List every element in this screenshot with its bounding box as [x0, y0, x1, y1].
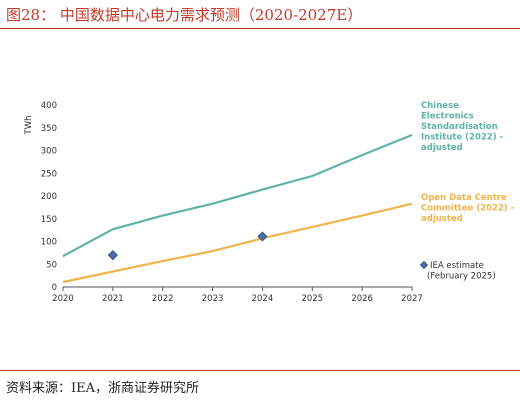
title-divider: [0, 28, 520, 29]
y-tick-label: 50: [46, 260, 57, 270]
series-label-2: Committee (2022) -: [421, 204, 515, 214]
x-tick-label: 2025: [301, 294, 323, 304]
iea-estimate-marker: [107, 250, 118, 261]
x-tick-label: 2026: [351, 294, 373, 304]
x-tick-label: 2024: [252, 294, 274, 304]
figure-title: 图28： 中国数据中心电力需求预测（2020-2027E）: [6, 6, 363, 24]
source-note: 资料来源：IEA，浙商证券研究所: [6, 381, 200, 396]
series-labels: ChineseElectronicsStandardisationInstitu…: [419, 101, 515, 282]
y-tick-label: 200: [41, 192, 57, 202]
x-tick-label: 2021: [102, 294, 124, 304]
y-tick-label: 400: [41, 101, 57, 111]
y-tick-label: 100: [41, 238, 57, 248]
series-label-1: Electronics: [421, 112, 474, 122]
series-line-1: [62, 133, 413, 258]
series-label-1: Standardisation: [421, 122, 498, 132]
y-tick-label: 150: [41, 215, 57, 225]
x-tick-label: 2020: [52, 294, 74, 304]
x-tick-label: 2022: [152, 294, 174, 304]
y-tick-label: 300: [41, 147, 57, 157]
y-tick-label: 350: [41, 124, 57, 134]
series-label-2: adjusted: [421, 214, 463, 224]
series-line-2: [62, 202, 413, 284]
x-tick-label: 2027: [401, 294, 423, 304]
y-tick-label: 250: [41, 169, 57, 179]
y-axis-label: TWh: [24, 116, 34, 136]
x-tick-label: 2023: [202, 294, 224, 304]
series-label-1: adjusted: [421, 143, 463, 153]
chart-series: [62, 133, 413, 284]
iea-legend-label: IEA estimate: [430, 261, 484, 271]
chart-axes: 0 50 100 150 200 250 300 350 400 TWh 2020 2021 2022 2…: [24, 101, 423, 304]
y-tick-label: 0: [52, 283, 57, 293]
series-label-1: Institute (2022) -: [421, 133, 504, 143]
chart-markers: [107, 231, 268, 261]
iea-legend-label: (February 2025): [427, 272, 496, 282]
series-label-1: Chinese: [421, 101, 459, 111]
footer-divider: [0, 370, 520, 371]
series-label-2: Open Data Centre: [421, 193, 507, 203]
iea-legend-diamond: [419, 260, 429, 270]
iea-estimate-marker: [257, 231, 268, 242]
